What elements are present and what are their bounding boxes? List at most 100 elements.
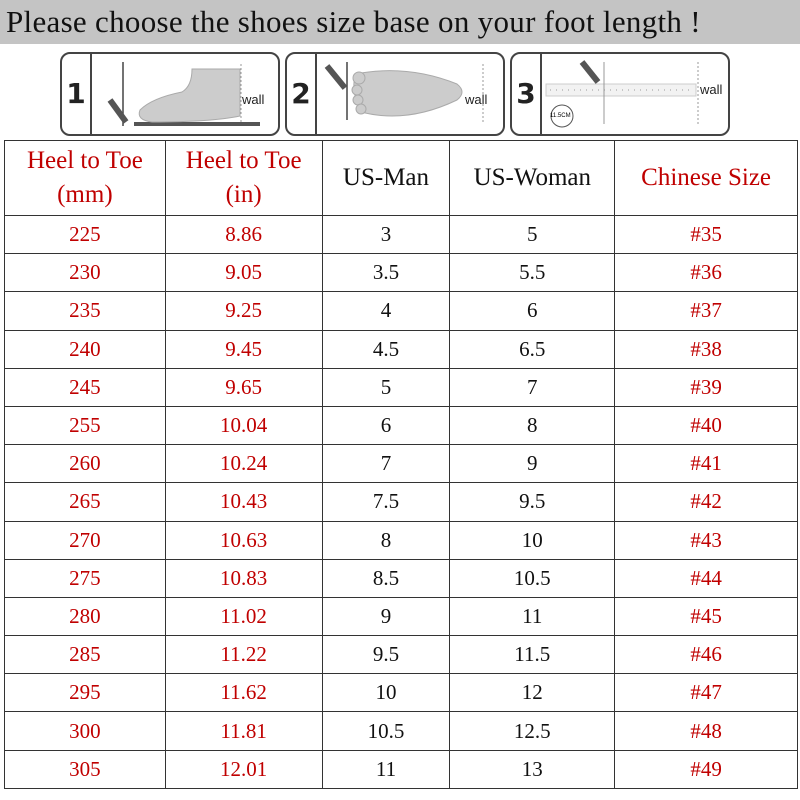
table-cell: 255 (4, 405, 166, 446)
table-cell: 12.5 (449, 711, 616, 751)
table-cell: 280 (4, 596, 166, 637)
table-cell: 260 (4, 444, 166, 484)
table-cell: 10.63 (164, 520, 323, 560)
table-cell: 11 (321, 749, 451, 789)
table-cell: 10.04 (164, 405, 323, 446)
table-cell: #40 (614, 405, 798, 446)
table-cell: 9.25 (164, 291, 323, 331)
table-cell: 5 (449, 214, 616, 255)
table-cell: 4.5 (321, 329, 451, 369)
table-cell: 265 (4, 482, 166, 522)
table-cell: #44 (614, 558, 798, 598)
table-row: 305 12.01 11 13 #49 (4, 749, 798, 789)
table-cell: 11.62 (164, 673, 323, 713)
table-cell: 9 (321, 596, 451, 637)
table-cell: #36 (614, 253, 798, 293)
table-cell: 8.86 (164, 214, 323, 255)
table-cell: 10.83 (164, 558, 323, 598)
table-cell: 245 (4, 367, 166, 407)
foot-side-icon (107, 62, 260, 126)
table-row: 270 10.63 8 10 #43 (4, 520, 798, 560)
step-number: 2 (287, 54, 317, 134)
table-row: 265 10.43 7.5 9.5 #42 (4, 482, 798, 522)
column-header-line: US-Man (342, 164, 430, 191)
table-cell: 6 (321, 405, 451, 446)
table-cell: #46 (614, 635, 798, 675)
table-cell: #43 (614, 520, 798, 560)
table-cell: 11.02 (164, 596, 323, 637)
table-cell: 6.5 (449, 329, 616, 369)
table-cell: 12 (449, 673, 616, 713)
column-header-line: Heel to Toe (26, 147, 143, 174)
wall-label: wall (700, 82, 723, 97)
column-header: Heel to Toe (in) (164, 140, 323, 216)
table-cell: 9.65 (164, 367, 323, 407)
table-cell: 6 (449, 291, 616, 331)
table-cell: 5.5 (449, 253, 616, 293)
ruler-icon (545, 60, 699, 128)
table-cell: 9.5 (449, 482, 616, 522)
table-row: 300 11.81 10.5 12.5 #48 (4, 711, 798, 751)
table-row: 240 9.45 4.5 6.5 #38 (4, 329, 798, 369)
table-cell: #42 (614, 482, 798, 522)
table-cell: 13 (449, 749, 616, 789)
foot-top-icon (324, 62, 484, 124)
measurement-badge: 11.5CM (550, 113, 571, 119)
page-title: Please choose the shoes size base on you… (0, 0, 800, 44)
table-cell: 7.5 (321, 482, 451, 522)
column-header-line: Heel to Toe (185, 147, 302, 174)
step-number: 3 (512, 54, 542, 134)
table-cell: 9 (449, 444, 616, 484)
table-row: 235 9.25 4 6 #37 (4, 291, 798, 331)
column-header-line: (mm) (57, 181, 113, 208)
table-cell: 240 (4, 329, 166, 369)
table-row: 260 10.24 7 9 #41 (4, 444, 798, 484)
table-cell: 7 (449, 367, 616, 407)
table-cell: 230 (4, 253, 166, 293)
table-cell: 300 (4, 711, 166, 751)
table-cell: 8.5 (321, 558, 451, 598)
table-cell: 10.5 (449, 558, 616, 598)
column-header: Heel to Toe (mm) (4, 140, 166, 216)
table-cell: 8 (321, 520, 451, 560)
table-cell: 10 (321, 673, 451, 713)
table-cell: #48 (614, 711, 798, 751)
table-row: 280 11.02 9 11 #45 (4, 596, 798, 637)
table-cell: #47 (614, 673, 798, 713)
table-cell: 3 (321, 214, 451, 255)
table-row: 285 11.22 9.5 11.5 #46 (4, 635, 798, 675)
table-cell: 11.5 (449, 635, 616, 675)
table-cell: 235 (4, 291, 166, 331)
table-cell: 4 (321, 291, 451, 331)
table-cell: 9.05 (164, 253, 323, 293)
table-cell: #49 (614, 749, 798, 789)
table-row: 275 10.83 8.5 10.5 #44 (4, 558, 798, 598)
table-cell: 285 (4, 635, 166, 675)
step-2-panel: 2 wall (285, 52, 505, 136)
column-header-line: Chinese Size (641, 164, 772, 191)
table-cell: 9.45 (164, 329, 323, 369)
column-header-line: (in) (225, 181, 262, 208)
step-1-panel: 1 wall (60, 52, 280, 136)
table-cell: #38 (614, 329, 798, 369)
header-row: Heel to Toe (mm) Heel to Toe (in) US-Man US-W… (4, 140, 798, 216)
table-cell: 270 (4, 520, 166, 560)
table-cell: 10 (449, 520, 616, 560)
size-chart-table: Heel to Toe (mm) Heel to Toe (in) US-Man US-W… (4, 140, 798, 789)
table-cell: 12.01 (164, 749, 323, 789)
table-row: 225 8.86 3 5 #35 (4, 214, 798, 255)
table-cell: 7 (321, 444, 451, 484)
column-header-line: US-Woman (473, 164, 591, 191)
table-cell: 11 (449, 596, 616, 637)
table-cell: 5 (321, 367, 451, 407)
table-cell: 305 (4, 749, 166, 789)
table-cell: #37 (614, 291, 798, 331)
table-cell: 3.5 (321, 253, 451, 293)
table-cell: #45 (614, 596, 798, 637)
table-cell: 8 (449, 405, 616, 446)
table-cell: 9.5 (321, 635, 451, 675)
table-cell: 11.81 (164, 711, 323, 751)
column-header: Chinese Size (614, 140, 798, 216)
table-cell: #35 (614, 214, 798, 255)
column-header: US-Woman (449, 140, 616, 216)
